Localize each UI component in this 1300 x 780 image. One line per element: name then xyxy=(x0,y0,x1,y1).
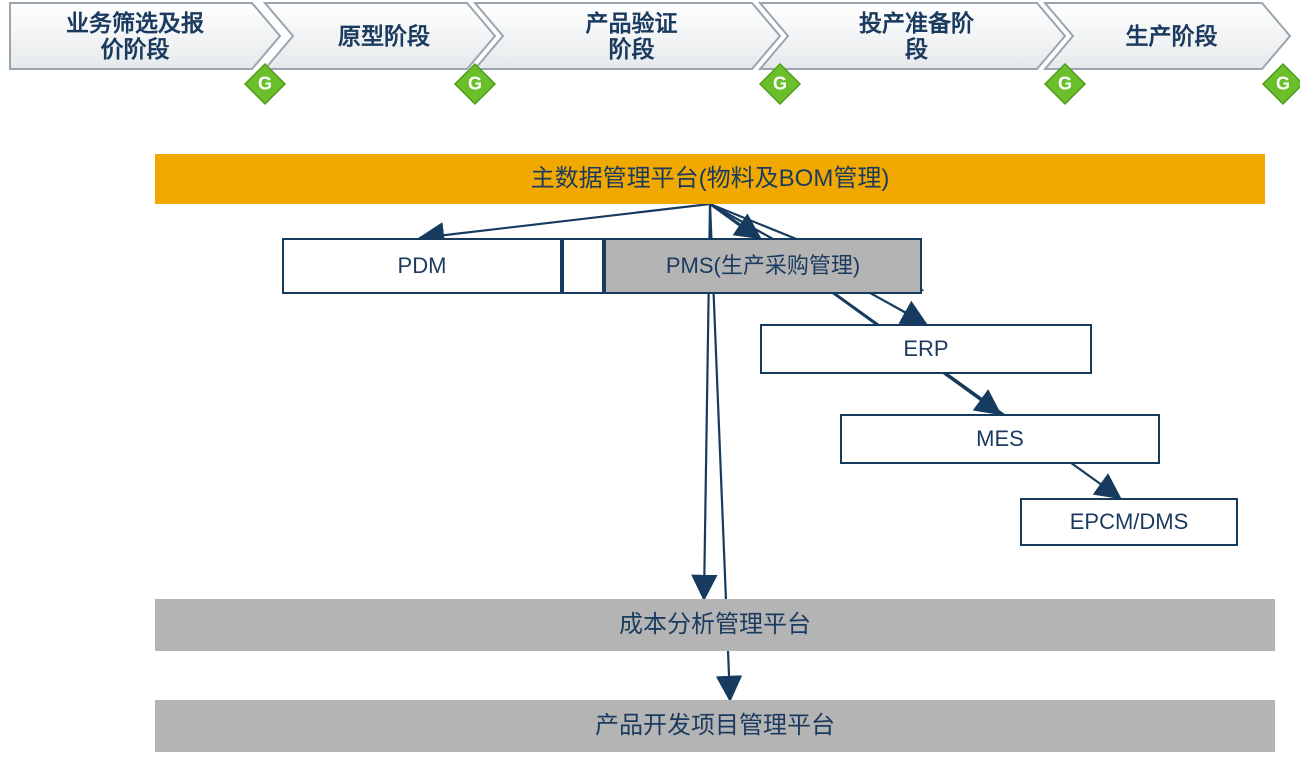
stage-label: 投产准备阶 段 xyxy=(796,7,1037,65)
node-pdm: PDM xyxy=(282,238,562,294)
node-pms: PMS(生产采购管理) xyxy=(604,238,922,294)
gate-diamond xyxy=(1263,64,1300,104)
stage-label: 原型阶段 xyxy=(301,7,467,65)
stage-label: 生产阶段 xyxy=(1081,7,1262,65)
node-mes: MES xyxy=(840,414,1160,464)
stage-label: 产品验证 阶段 xyxy=(511,7,752,65)
node-erp: ERP xyxy=(760,324,1092,374)
node-gap xyxy=(562,238,604,294)
flow-arrow xyxy=(420,204,710,238)
node-proj: 产品开发项目管理平台 xyxy=(155,700,1275,752)
node-mdm: 主数据管理平台(物料及BOM管理) xyxy=(155,154,1265,204)
stage-label: 业务筛选及报 价阶段 xyxy=(18,7,252,65)
node-cost: 成本分析管理平台 xyxy=(155,599,1275,651)
node-epcm: EPCM/DMS xyxy=(1020,498,1238,546)
